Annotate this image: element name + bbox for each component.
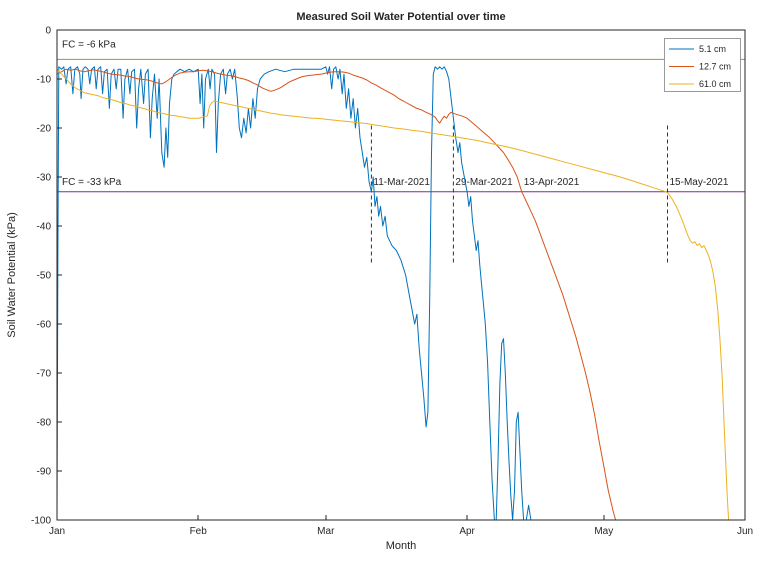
y-tick-label-6: -60 (37, 320, 52, 331)
y-tick-label-1: -10 (37, 75, 52, 86)
reference-label-1: FC = -33 kPa (62, 177, 122, 188)
series-line-12-7-cm (57, 68, 617, 520)
x-axis-label: Month (386, 540, 417, 552)
legend-label-5-1-cm: 5.1 cm (699, 44, 726, 54)
reference-label-0: FC = -6 kPa (62, 40, 116, 51)
legend-label-61-0-cm: 61.0 cm (699, 79, 731, 89)
series-line-5-1-cm (57, 66, 532, 520)
y-tick-label-10: -100 (31, 516, 51, 527)
x-tick-label-4: May (594, 526, 613, 537)
legend-label-12-7-cm: 12.7 cm (699, 62, 731, 72)
x-tick-label-0: Jan (49, 526, 65, 537)
event-label-1: 29-Mar-2021 (455, 177, 513, 188)
event-label-2: 13-Apr-2021 (524, 177, 580, 188)
y-tick-label-0: 0 (45, 26, 51, 37)
y-tick-label-5: -50 (37, 271, 52, 282)
y-tick-label-7: -70 (37, 369, 52, 380)
x-tick-label-2: Mar (317, 526, 335, 537)
legend: 5.1 cm 12.7 cm 61.0 cm (664, 38, 741, 92)
x-tick-label-5: Jun (737, 526, 753, 537)
y-axis-label: Soil Water Potential (kPa) (6, 212, 18, 338)
plot-area: FC = -6 kPa FC = -33 kPa 11-Mar-2021 29-Mar… (31, 26, 753, 538)
series-group (57, 66, 730, 520)
y-tick-label-4: -40 (37, 222, 52, 233)
y-tick-label-8: -80 (37, 418, 52, 429)
y-tick-label-2: -20 (37, 124, 52, 135)
legend-box (664, 38, 741, 92)
y-tick-label-9: -90 (37, 467, 52, 478)
chart-title: Measured Soil Water Potential over time (296, 11, 505, 23)
event-label-0: 11-Mar-2021 (373, 177, 430, 188)
x-tick-label-3: Apr (459, 526, 475, 537)
y-tick-label-3: -30 (37, 173, 52, 184)
series-line-61-0-cm (57, 68, 730, 520)
event-label-3: 15-May-2021 (670, 177, 729, 188)
x-tick-label-1: Feb (190, 526, 208, 537)
